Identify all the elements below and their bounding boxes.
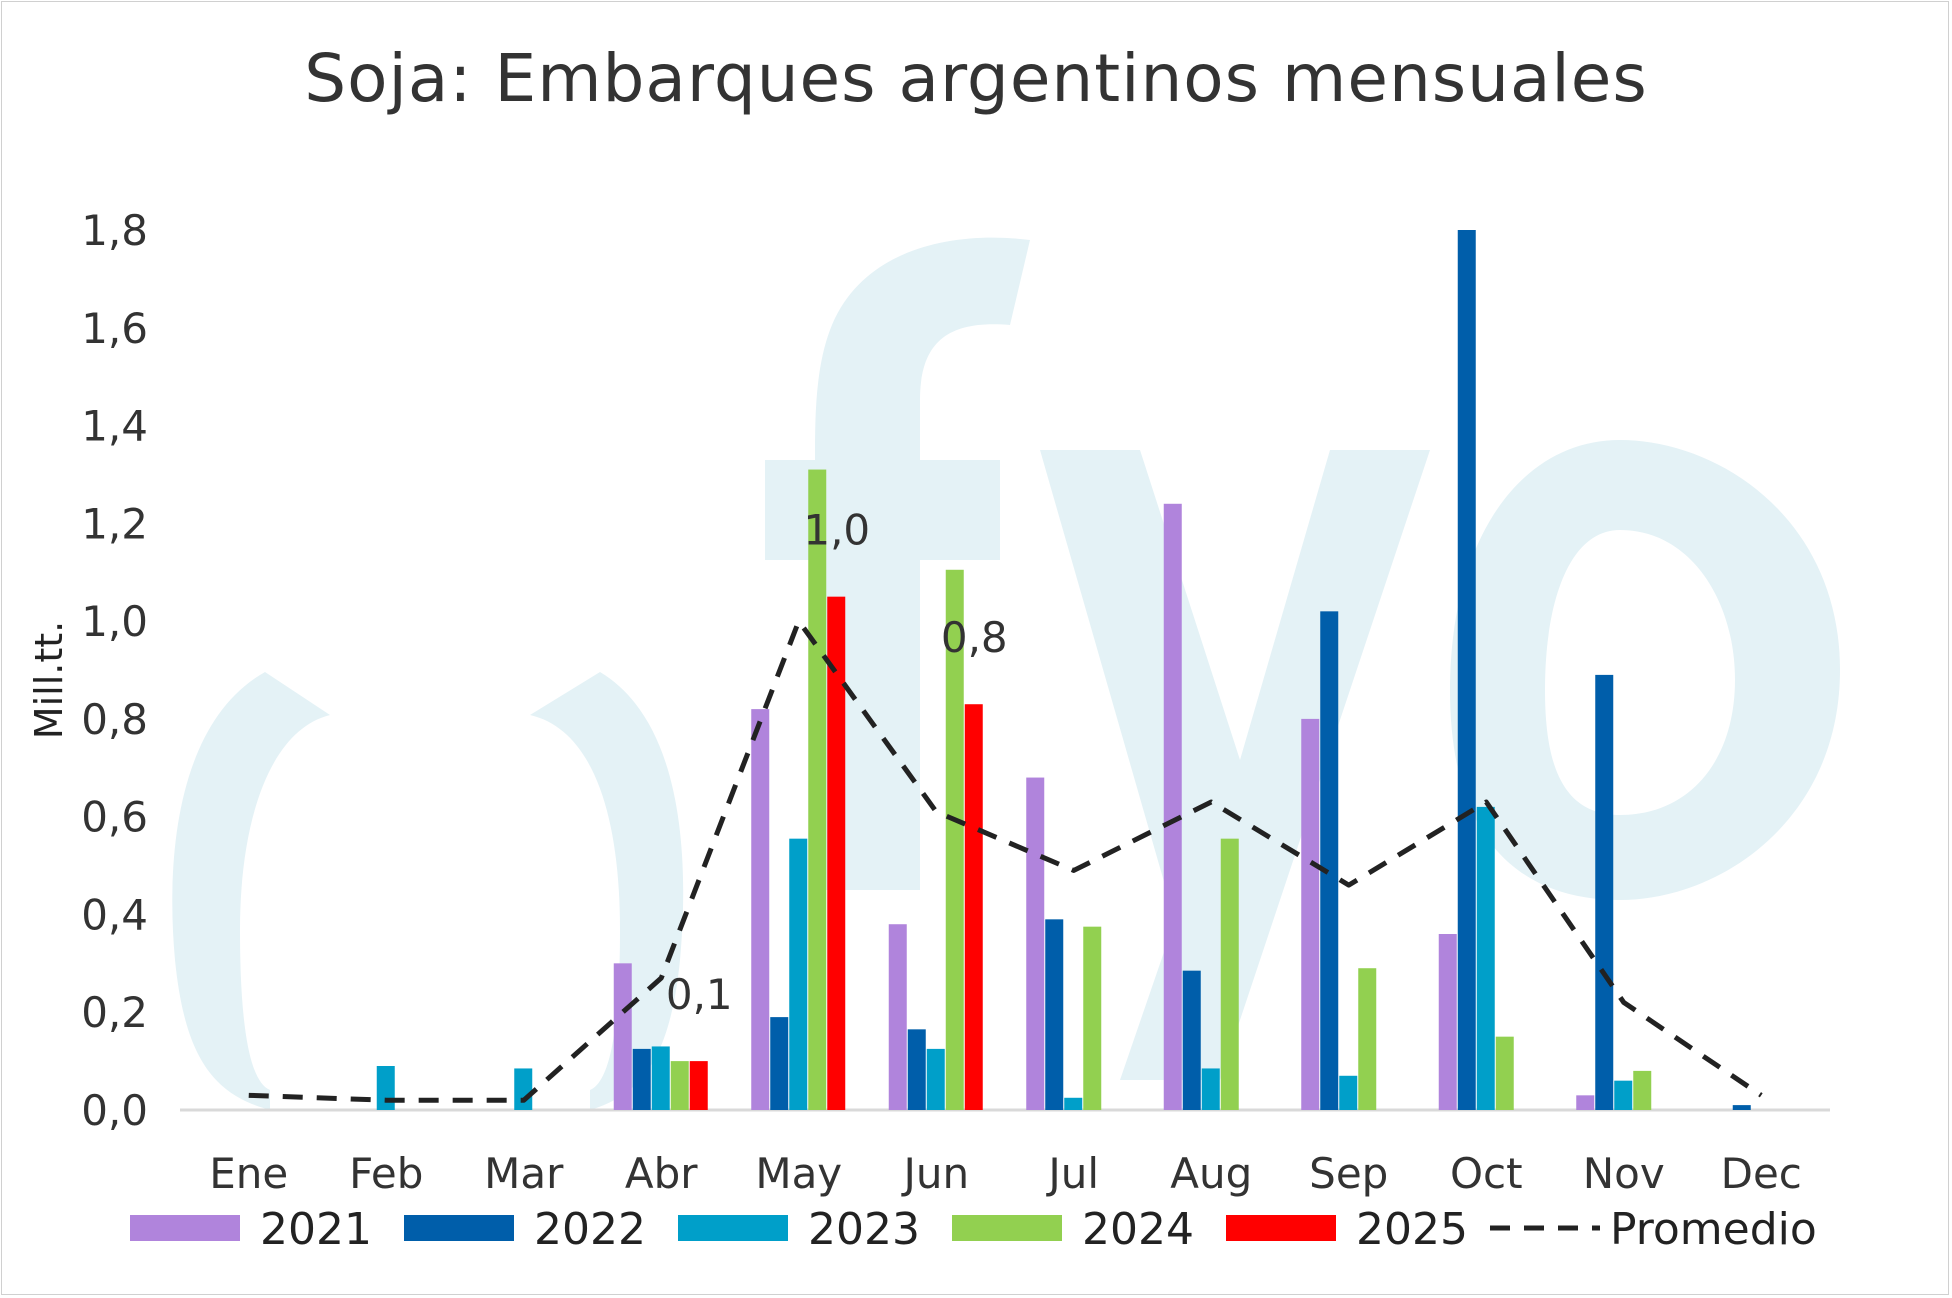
x-axis-ticks: Ene Feb Mar Abr May Jun Jul Aug Sep Oct Nov Dec bbox=[209, 1149, 1802, 1198]
y-tick-label: 1,4 bbox=[81, 402, 148, 451]
bar bbox=[1045, 919, 1064, 1110]
bar bbox=[632, 1048, 651, 1110]
y-tick-label: 1,8 bbox=[81, 206, 148, 255]
bar bbox=[751, 709, 770, 1110]
bar bbox=[651, 1046, 670, 1110]
legend-swatch bbox=[678, 1215, 788, 1241]
legend-label: 2023 bbox=[808, 1204, 920, 1255]
data-labels: 0,1 1,0 0,8 bbox=[666, 506, 1008, 1019]
y-tick-label: 0,0 bbox=[81, 1086, 148, 1135]
x-tick-label: Feb bbox=[349, 1149, 423, 1198]
x-tick-label: Ene bbox=[209, 1149, 288, 1198]
legend-label: 2021 bbox=[260, 1204, 372, 1255]
bar bbox=[1457, 230, 1476, 1110]
y-tick-label: 0,2 bbox=[81, 988, 148, 1037]
bar bbox=[376, 1066, 395, 1110]
legend-label: 2022 bbox=[534, 1204, 646, 1255]
bar bbox=[1083, 926, 1102, 1110]
data-label: 0,1 bbox=[666, 970, 733, 1019]
bar bbox=[1495, 1036, 1514, 1110]
y-tick-label: 0,8 bbox=[81, 695, 148, 744]
bar bbox=[1220, 838, 1239, 1110]
bar bbox=[613, 963, 632, 1110]
bar bbox=[907, 1029, 926, 1110]
x-tick-label: Mar bbox=[484, 1149, 564, 1198]
data-label: 0,8 bbox=[941, 613, 1008, 662]
x-tick-label: Jul bbox=[1045, 1149, 1099, 1198]
y-axis-ticks: 0,0 0,2 0,4 0,6 0,8 1,0 1,2 1,4 1,6 1,8 bbox=[81, 206, 148, 1135]
bar-series bbox=[376, 230, 1751, 1110]
bar bbox=[827, 596, 846, 1110]
x-tick-label: Aug bbox=[1170, 1149, 1252, 1198]
bar bbox=[1438, 934, 1457, 1110]
x-tick-label: Jun bbox=[900, 1149, 969, 1198]
x-tick-label: Dec bbox=[1721, 1149, 1802, 1198]
bar bbox=[1576, 1095, 1595, 1110]
bar bbox=[1201, 1068, 1220, 1110]
x-tick-label: Nov bbox=[1583, 1149, 1665, 1198]
y-tick-label: 0,4 bbox=[81, 890, 148, 939]
bar bbox=[808, 469, 827, 1110]
bar bbox=[1301, 718, 1320, 1110]
bar bbox=[770, 1017, 789, 1110]
bar bbox=[926, 1048, 945, 1110]
x-tick-label: Oct bbox=[1450, 1149, 1523, 1198]
bar bbox=[1320, 611, 1339, 1110]
x-tick-label: Abr bbox=[625, 1149, 698, 1198]
bar bbox=[1732, 1105, 1751, 1110]
x-tick-label: Sep bbox=[1309, 1149, 1388, 1198]
bar bbox=[789, 838, 808, 1110]
legend: 2021 2022 2023 2024 2025 Promedio bbox=[130, 1204, 1817, 1255]
bar bbox=[888, 924, 907, 1110]
bar bbox=[1358, 968, 1377, 1110]
x-tick-label: May bbox=[755, 1149, 842, 1198]
y-tick-label: 1,0 bbox=[81, 597, 148, 646]
bar bbox=[1182, 970, 1201, 1110]
bar bbox=[945, 569, 964, 1110]
bar bbox=[1595, 674, 1614, 1110]
y-tick-label: 1,2 bbox=[81, 499, 148, 548]
legend-swatch bbox=[952, 1215, 1062, 1241]
bar bbox=[689, 1061, 708, 1110]
legend-label: 2025 bbox=[1356, 1204, 1468, 1255]
bar bbox=[1614, 1080, 1633, 1110]
y-tick-label: 0,6 bbox=[81, 793, 148, 842]
bar bbox=[1476, 806, 1495, 1110]
bar bbox=[1163, 503, 1182, 1110]
legend-label: 2024 bbox=[1082, 1204, 1194, 1255]
legend-swatch bbox=[130, 1215, 240, 1241]
legend-swatch bbox=[404, 1215, 514, 1241]
chart-title: Soja: Embarques argentinos mensuales bbox=[304, 40, 1648, 117]
bar bbox=[670, 1061, 689, 1110]
legend-label: Promedio bbox=[1610, 1204, 1817, 1255]
data-label: 1,0 bbox=[803, 506, 870, 555]
bar bbox=[514, 1068, 533, 1110]
bar bbox=[1064, 1097, 1083, 1110]
bar bbox=[1026, 777, 1045, 1110]
legend-swatch bbox=[1226, 1215, 1336, 1241]
average-line bbox=[248, 618, 1763, 1103]
y-axis-label: Mill.tt. bbox=[27, 621, 71, 739]
bar bbox=[1633, 1070, 1652, 1110]
bar bbox=[964, 704, 983, 1110]
y-tick-label: 1,6 bbox=[81, 304, 148, 353]
bar bbox=[1339, 1075, 1358, 1110]
watermark-logo bbox=[172, 237, 1840, 1110]
average-line-path bbox=[248, 618, 1763, 1103]
